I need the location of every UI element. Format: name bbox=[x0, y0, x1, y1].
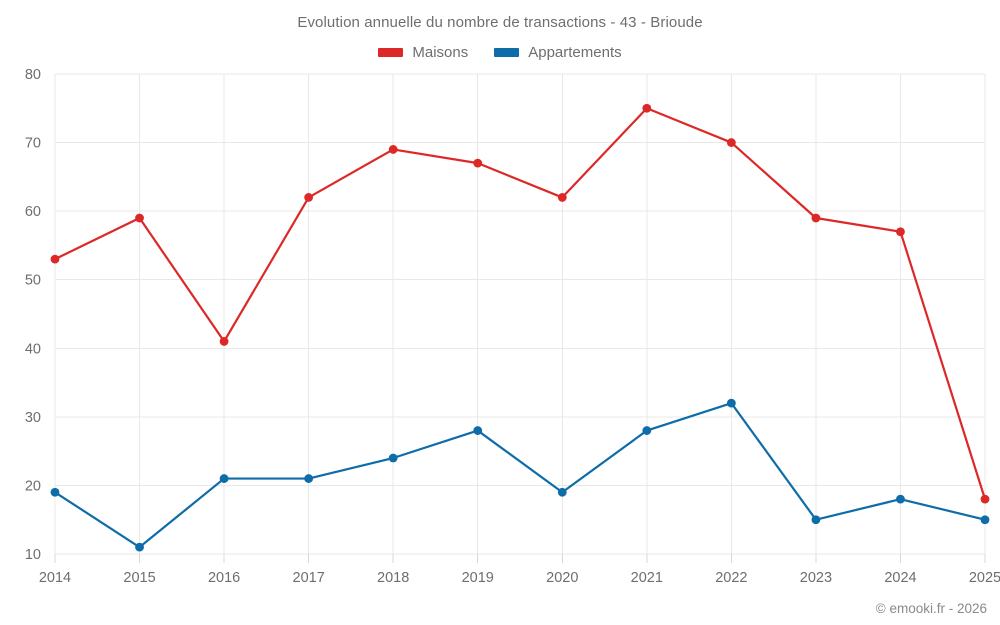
x-axis-tick-label: 2019 bbox=[462, 570, 494, 586]
x-axis-tick-labels: 2014 2015 2016 2017 2018 2019 2020 2021 2022 2023… bbox=[39, 570, 1000, 586]
y-axis-tick-label: 10 bbox=[25, 547, 41, 563]
y-axis-tick-label: 40 bbox=[25, 341, 41, 357]
x-axis-tick-label: 2021 bbox=[631, 570, 663, 586]
data-point[interactable] bbox=[473, 426, 483, 435]
y-axis-tick-label: 60 bbox=[25, 204, 41, 220]
data-point[interactable] bbox=[811, 515, 821, 525]
data-point[interactable] bbox=[304, 193, 314, 202]
data-point[interactable] bbox=[980, 494, 990, 504]
legend-label-appartements: Appartements bbox=[528, 44, 622, 61]
chart-title: Evolution annuelle du nombre de transact… bbox=[297, 14, 703, 31]
legend-label-maisons: Maisons bbox=[412, 44, 469, 61]
data-point[interactable] bbox=[50, 487, 60, 497]
x-axis-tick-label: 2016 bbox=[208, 570, 240, 586]
x-axis-tick-label: 2025 bbox=[969, 570, 1000, 586]
data-point[interactable] bbox=[304, 474, 314, 483]
data-point[interactable] bbox=[557, 487, 567, 497]
data-point[interactable] bbox=[135, 542, 144, 552]
y-axis-tick-label: 20 bbox=[25, 478, 41, 494]
x-axis-tick-label: 2014 bbox=[39, 570, 71, 586]
x-axis-tick-label: 2024 bbox=[884, 570, 916, 586]
data-point[interactable] bbox=[811, 213, 821, 223]
data-point[interactable] bbox=[980, 515, 990, 525]
data-point[interactable] bbox=[896, 494, 905, 504]
legend-item-appartements[interactable]: Appartements bbox=[494, 44, 622, 61]
legend-item-maisons[interactable]: Maisons bbox=[378, 44, 468, 61]
data-point[interactable] bbox=[388, 145, 398, 154]
x-axis-ticks bbox=[54, 554, 986, 563]
series-line-maisons bbox=[53, 107, 987, 501]
copyright-credit: © emooki.fr - 2026 bbox=[875, 601, 987, 616]
chart-legend: Maisons Appartements bbox=[0, 44, 1000, 61]
data-point[interactable] bbox=[642, 103, 652, 113]
grid-lines bbox=[54, 73, 986, 555]
data-point[interactable] bbox=[219, 474, 229, 483]
y-axis-tick-label: 50 bbox=[25, 273, 41, 289]
data-point[interactable] bbox=[388, 453, 398, 463]
x-axis-tick-label: 2023 bbox=[800, 570, 832, 586]
legend-swatch-maisons bbox=[378, 48, 404, 57]
data-point[interactable] bbox=[642, 426, 652, 435]
data-point[interactable] bbox=[726, 398, 736, 408]
y-axis-tick-label: 70 bbox=[25, 136, 41, 152]
x-axis-tick-label: 2015 bbox=[123, 570, 155, 586]
legend-swatch-appartements bbox=[494, 48, 520, 57]
data-point[interactable] bbox=[219, 337, 229, 346]
data-point[interactable] bbox=[473, 158, 483, 168]
data-point[interactable] bbox=[135, 213, 144, 223]
series-points bbox=[50, 103, 990, 552]
y-axis-tick-labels: 10 20 30 40 50 60 70 80 bbox=[25, 67, 41, 563]
x-axis-tick-label: 2018 bbox=[377, 570, 409, 586]
x-axis-tick-label: 2022 bbox=[715, 570, 747, 586]
x-axis-tick-label: 2020 bbox=[546, 570, 578, 586]
data-point[interactable] bbox=[557, 193, 567, 202]
y-axis-tick-label: 30 bbox=[25, 410, 41, 426]
x-axis-tick-label: 2017 bbox=[293, 570, 325, 586]
data-point[interactable] bbox=[726, 138, 736, 147]
data-point[interactable] bbox=[50, 254, 60, 264]
series-line-appartements bbox=[53, 402, 987, 549]
data-point[interactable] bbox=[896, 227, 905, 237]
series-lines bbox=[53, 107, 987, 549]
y-axis-tick-label: 80 bbox=[25, 67, 41, 83]
